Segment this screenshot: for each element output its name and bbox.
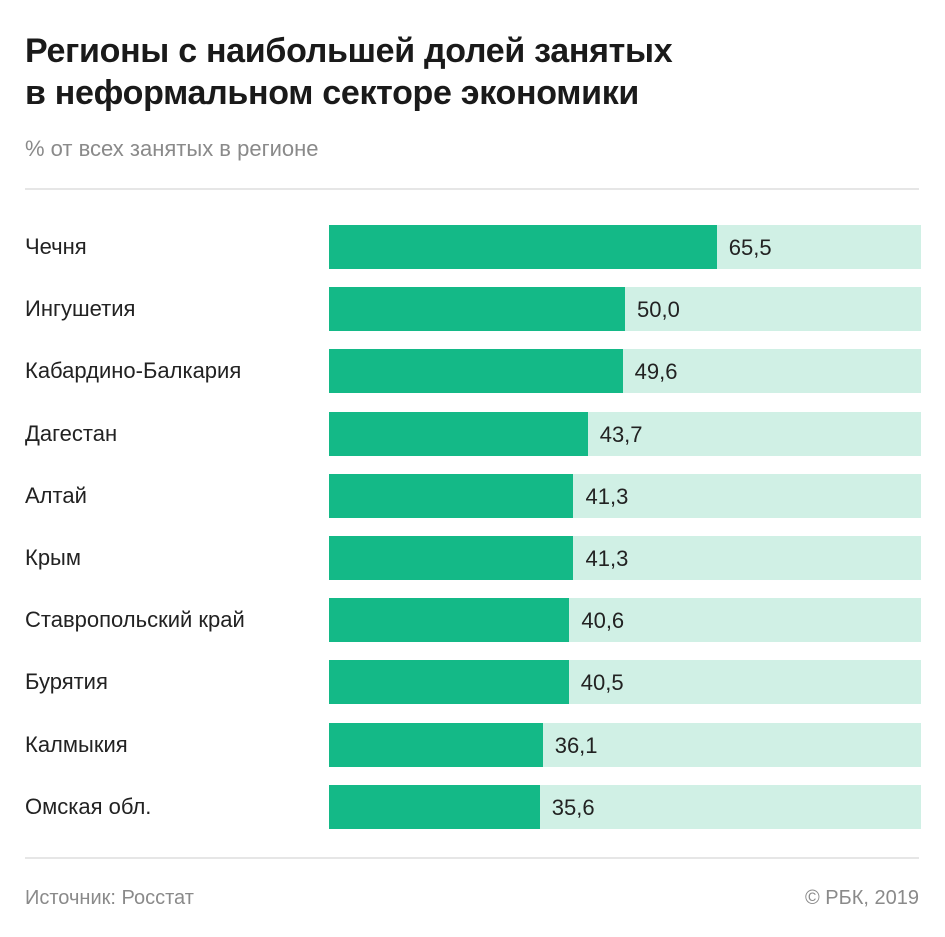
- source-note: Источник: Росстат: [25, 887, 194, 909]
- category-label: Кабардино-Балкария: [25, 358, 242, 384]
- bar: [329, 225, 717, 269]
- bar: [329, 536, 574, 580]
- bar-track: 43,7: [329, 411, 921, 456]
- bar: [329, 349, 623, 394]
- bar: [329, 784, 540, 829]
- data-label: 41,3: [585, 483, 629, 509]
- category-label: Крым: [25, 545, 81, 570]
- category-label: Алтай: [25, 482, 87, 508]
- category-label: Ставропольский край: [25, 607, 245, 633]
- bar-track: 50,0: [329, 287, 921, 332]
- chart-subtitle: % от всех занятых в регионе: [25, 136, 319, 161]
- bar: [329, 287, 625, 332]
- data-label: 40,6: [581, 608, 625, 634]
- chart-title-line-2: в неформальном секторе экономики: [25, 74, 640, 112]
- bar-track: 49,6: [329, 349, 921, 394]
- bar: [329, 722, 543, 767]
- bar-track: 35,6: [329, 784, 921, 829]
- bar: [329, 473, 574, 518]
- bar-track: 65,5: [329, 225, 921, 269]
- bar: [329, 598, 570, 643]
- chart-title: Регионы с наибольшей долей занятых в неф…: [25, 30, 673, 114]
- bar: [329, 660, 569, 705]
- copyright: © РБК, 2019: [804, 887, 919, 909]
- category-label: Дагестан: [25, 420, 118, 446]
- data-label: 65,5: [728, 235, 772, 260]
- data-label: 40,5: [580, 670, 624, 696]
- chart-title-line-1: Регионы с наибольшей долей занятых: [25, 32, 673, 70]
- bar-track: 40,5: [329, 660, 921, 705]
- bar-track: 41,3: [329, 473, 921, 518]
- data-label: 35,6: [551, 794, 595, 820]
- category-label: Ингушетия: [25, 296, 136, 322]
- bar-track: 41,3: [329, 536, 921, 580]
- data-label: 49,6: [634, 359, 678, 385]
- category-label: Чечня: [25, 234, 87, 259]
- category-label: Калмыкия: [25, 731, 128, 757]
- data-label: 50,0: [637, 297, 680, 323]
- bar-track: 36,1: [329, 722, 921, 767]
- data-label: 43,7: [599, 421, 643, 447]
- data-label: 36,1: [554, 732, 598, 758]
- category-label: Бурятия: [25, 669, 108, 695]
- data-label: 41,3: [585, 546, 629, 571]
- category-label: Омская обл.: [25, 793, 152, 819]
- bottom-divider: [25, 857, 919, 859]
- bar-track: 40,6: [329, 598, 921, 643]
- top-divider: [25, 188, 919, 190]
- bar: [329, 411, 588, 456]
